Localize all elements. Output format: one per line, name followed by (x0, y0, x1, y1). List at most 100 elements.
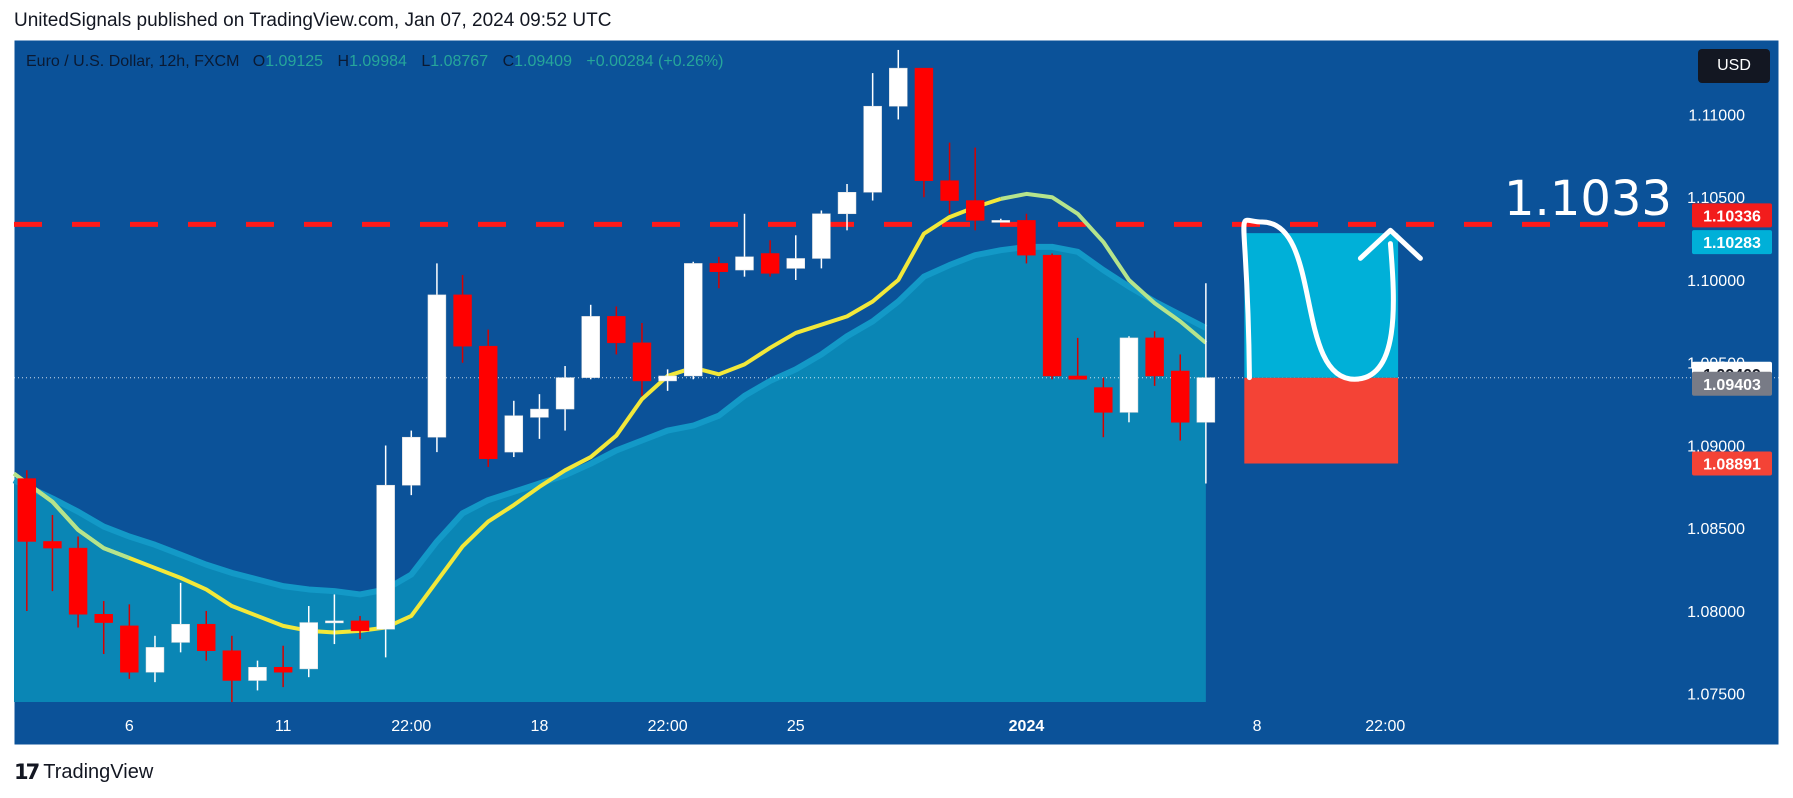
candle (427, 263, 447, 453)
candle-body (1171, 370, 1190, 423)
y-tick-label: 1.07500 (1687, 687, 1745, 704)
candle-body (786, 258, 805, 269)
high-value: 1.09984 (349, 53, 407, 70)
candle-body (940, 180, 959, 201)
candle (581, 304, 600, 380)
open-label: O (252, 53, 266, 70)
stop-zone (1244, 377, 1399, 464)
candle-body (607, 316, 626, 344)
symbol-title: Euro / U.S. Dollar, 12h, FXCM (26, 53, 240, 70)
y-axis: 1.110001.105001.100001.095001.090001.085… (1687, 107, 1745, 703)
candle (94, 601, 113, 655)
price-label-text: 1.09403 (1703, 377, 1761, 394)
y-tick-label: 1.08500 (1687, 521, 1745, 538)
tradingview-logo[interactable]: 17 TradingView (14, 760, 153, 784)
candle-body (197, 623, 216, 651)
currency-button[interactable]: USD (1698, 49, 1770, 83)
candle (1119, 336, 1139, 423)
x-tick-label: 22:00 (391, 718, 431, 735)
candle-body (453, 294, 472, 347)
candle-body (991, 220, 1011, 223)
candles-group (17, 49, 1216, 702)
y-tick-label: 1.09000 (1687, 438, 1745, 455)
candle (325, 594, 344, 645)
candle (350, 615, 370, 640)
candle (658, 369, 677, 391)
open-value: 1.09125 (265, 53, 324, 70)
candle-body (171, 623, 190, 643)
candle-body (43, 541, 62, 549)
candle (1145, 331, 1164, 386)
candle (453, 275, 472, 363)
y-tick-label: 1.08000 (1687, 604, 1745, 621)
low-label: L (421, 53, 431, 70)
target-annotation: 1.1033 (1504, 171, 1672, 227)
y-tick-label: 1.11000 (1688, 107, 1745, 124)
tradingview-brand: TradingView (43, 760, 154, 783)
x-tick-label: 22:00 (1365, 718, 1405, 735)
candle-body (709, 263, 729, 272)
price-gridline-group (14, 40, 1780, 745)
candle (786, 235, 805, 280)
candle (530, 394, 549, 439)
price-label-text: 1.10283 (1703, 235, 1761, 252)
candle (1196, 283, 1216, 484)
candle (376, 445, 395, 658)
candle-body (120, 625, 139, 673)
candle (504, 400, 524, 458)
price-label-box (1692, 371, 1772, 396)
candle-body (1068, 375, 1087, 380)
candle (120, 604, 139, 679)
candle-body (222, 650, 242, 681)
candle-body (1094, 387, 1113, 413)
candle (222, 635, 242, 702)
candle (478, 329, 498, 467)
candle-body (1119, 337, 1139, 413)
candle (1042, 253, 1062, 380)
candle-body (248, 666, 267, 681)
price-label-box (1692, 203, 1772, 228)
y-tick-label: 1.10000 (1687, 273, 1745, 290)
candle-body (299, 622, 318, 670)
price-label: 1.10283 (1692, 230, 1772, 255)
candle (735, 213, 754, 277)
y-tick-label: 1.10500 (1687, 190, 1745, 207)
candle-body (965, 200, 985, 221)
candle (402, 430, 421, 496)
candle-body (684, 263, 703, 377)
x-axis: 6 11 22:00 18 22:00 25 2024 8 22:00 (125, 718, 1406, 735)
price-label-text: 1.08891 (1703, 457, 1761, 474)
price-label-box (1692, 451, 1772, 476)
candle-body (478, 345, 498, 459)
ma-green-end-line (1000, 191, 1208, 345)
projection-arrow-group (1241, 217, 1423, 382)
candle (837, 183, 857, 231)
candle (68, 536, 88, 628)
x-tick-label: 11 (275, 718, 292, 735)
candle-body (1042, 254, 1062, 377)
candle-body (68, 547, 88, 615)
price-label: 1.10336 (1692, 203, 1772, 228)
candle-body (837, 192, 857, 215)
candle-body (581, 316, 600, 378)
price-label: 1.09403 (1692, 371, 1772, 396)
price-label-box (1692, 230, 1772, 255)
candle (555, 366, 575, 431)
candle (197, 610, 216, 661)
candle-body (812, 213, 831, 259)
candle-body (350, 620, 370, 632)
low-value: 1.08767 (430, 53, 489, 70)
x-tick-label: 25 (787, 718, 805, 735)
candle-body (94, 614, 113, 623)
x-tick-label: 6 (125, 718, 134, 735)
candle (1068, 337, 1087, 380)
candle (812, 210, 831, 269)
moving-average-group (12, 191, 1208, 635)
close-label: C (502, 53, 515, 70)
ma-yellow-line (12, 196, 1002, 635)
candle (273, 645, 293, 688)
price-label: 1.08891 (1692, 451, 1772, 476)
candle (299, 606, 318, 678)
